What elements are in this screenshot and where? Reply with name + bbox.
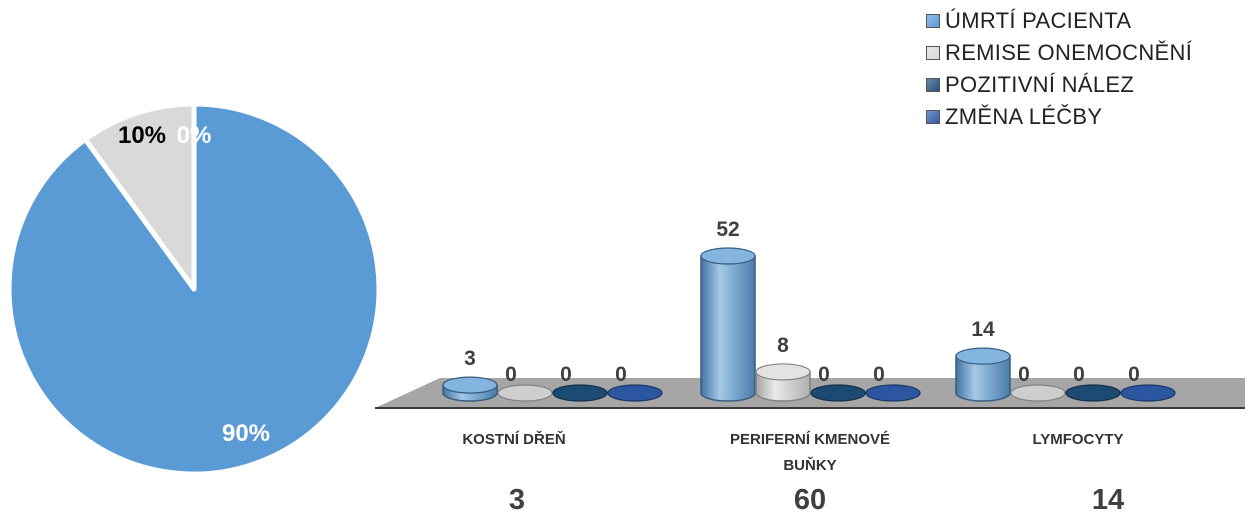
legend-item-zmena: ZMĚNA LÉČBY — [926, 101, 1192, 133]
pie-label: 10% — [118, 122, 166, 149]
data-label: 0 — [818, 363, 830, 386]
pie-label: 90% — [222, 420, 270, 447]
bar-top — [442, 376, 498, 394]
legend-item-pozitivni: POZITIVNÍ NÁLEZ — [926, 69, 1192, 101]
data-label: 0 — [873, 363, 885, 386]
bar-top — [497, 384, 553, 402]
data-label: 0 — [560, 363, 572, 386]
pie-chart: 90% 10% 0% — [6, 101, 382, 477]
data-label: 3 — [464, 347, 476, 370]
category-label: KOSTNÍ DŘEŇ — [462, 430, 565, 448]
legend-swatch — [926, 110, 940, 124]
data-label: 14 — [971, 318, 995, 341]
bar-cylinder — [955, 355, 1011, 402]
bar-top — [755, 363, 811, 381]
legend-label: POZITIVNÍ NÁLEZ — [945, 72, 1135, 97]
legend-swatch — [926, 46, 940, 60]
data-label: 0 — [505, 363, 517, 386]
category-total: 14 — [1092, 484, 1124, 516]
data-label: 52 — [716, 218, 739, 241]
legend-item-remise: REMISE ONEMOCNĚNÍ — [926, 37, 1192, 69]
legend: ÚMRTÍ PACIENTA REMISE ONEMOCNĚNÍ POZITIV… — [926, 5, 1192, 133]
category-label: PERIFERNÍ KMENOVÉ — [730, 431, 890, 448]
data-label: 0 — [1018, 363, 1030, 386]
bar-top — [552, 384, 608, 402]
bar-top — [1065, 384, 1121, 402]
data-label: 0 — [1073, 363, 1085, 386]
legend-swatch — [926, 78, 940, 92]
bar-top — [955, 347, 1011, 365]
bar-top — [1010, 384, 1066, 402]
legend-label: REMISE ONEMOCNĚNÍ — [945, 40, 1193, 65]
category-total: 60 — [794, 484, 826, 516]
bar-top — [700, 247, 756, 265]
bar-top — [1120, 384, 1176, 402]
bar-top — [810, 384, 866, 402]
bar-top — [607, 384, 663, 402]
bar-cylinder — [700, 255, 756, 402]
bar-top — [865, 384, 921, 402]
legend-label: ZMĚNA LÉČBY — [945, 104, 1103, 129]
category-total: 3 — [509, 484, 525, 516]
pie-slice — [82, 101, 197, 292]
category-label: BUŇKY — [783, 456, 836, 474]
legend-label: ÚMRTÍ PACIENTA — [945, 8, 1132, 33]
legend-swatch — [926, 14, 940, 28]
data-label: 0 — [615, 363, 627, 386]
pie-label: 0% — [177, 122, 212, 149]
category-label: LYMFOCYTY — [1032, 431, 1123, 448]
legend-item-umrti: ÚMRTÍ PACIENTA — [926, 5, 1192, 37]
data-label: 0 — [1128, 363, 1140, 386]
data-label: 8 — [777, 334, 789, 357]
